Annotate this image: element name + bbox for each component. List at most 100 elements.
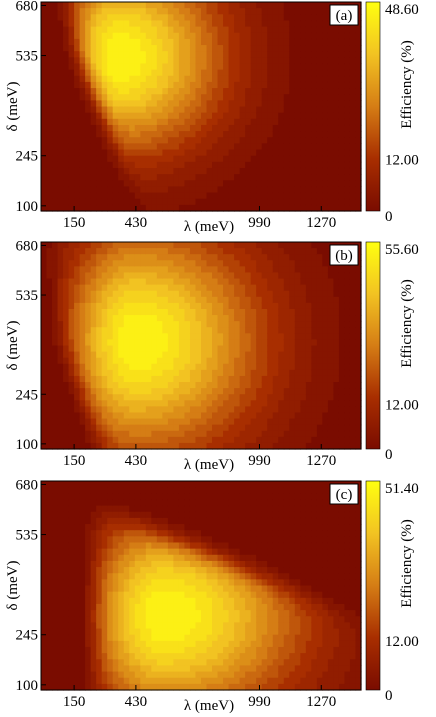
heatmap-cell [278,272,285,280]
heatmap-cell [272,302,279,310]
heatmap-cell [178,481,186,488]
heatmap-cell [145,573,152,580]
heatmap-cell [46,100,53,108]
heatmap-cell [156,345,163,353]
heatmap-cell [112,382,119,389]
heatmap-cell [184,131,191,138]
heatmap-cell [162,424,169,432]
heatmap-cell [96,272,103,280]
heatmap-cell [85,266,92,274]
heatmap-cell [250,155,257,163]
heatmap-cell [68,406,75,414]
heatmap-cell [107,75,114,83]
heatmap-cell [184,634,191,642]
heatmap-cell [79,124,86,132]
heatmap-cell [283,88,290,95]
heatmap-cell [195,63,202,71]
heatmap-cell [46,406,53,414]
heatmap-cell [195,573,202,580]
heatmap-cell [234,242,241,249]
heatmap-cell [90,14,97,22]
heatmap-cell [184,542,191,550]
heatmap-cell [289,424,296,432]
heatmap-cell [256,382,263,389]
heatmap-cell [107,94,114,101]
heatmap-cell [322,143,329,151]
heatmap-cell [145,333,152,341]
heatmap-cell [145,112,152,120]
heatmap-cell [96,51,103,58]
heatmap-cell [184,315,191,322]
heatmap-cell [305,69,312,77]
heatmap-cell [74,26,81,34]
heatmap-cell [195,266,202,274]
heatmap-cell [74,69,81,77]
heatmap-cell [96,186,103,194]
heatmap-cell [311,394,318,401]
heatmap-cell [52,248,59,255]
heatmap-cell [96,573,103,580]
heatmap-cell [79,511,86,519]
heatmap-cell [305,88,312,95]
heatmap-cell [189,180,197,188]
heatmap-cell [41,634,48,642]
heatmap-cell [46,124,53,132]
heatmap-cell [234,174,241,181]
heatmap-cell [173,69,180,77]
heatmap-cell [112,161,119,169]
heatmap-cell [101,260,108,267]
heatmap-cell [63,315,70,322]
heatmap-cell [355,45,362,52]
heatmap-cell [134,536,141,544]
heatmap-cell [123,167,130,175]
heatmap-cell [52,616,59,623]
heatmap-cell [145,81,152,89]
heatmap-cell [206,266,213,274]
heatmap-cell [162,530,169,537]
heatmap-cell [267,296,274,304]
heatmap-cell [223,363,230,371]
heatmap-cell [96,2,103,9]
heatmap-cell [140,357,147,365]
heatmap-cell [223,180,230,188]
heatmap-cell [206,406,213,414]
heatmap-cell [289,137,296,144]
heatmap-cell [68,174,75,181]
heatmap-cell [201,536,208,544]
heatmap-cell [283,296,290,304]
heatmap-cell [173,315,180,322]
heatmap-cell [68,603,75,611]
heatmap-cell [184,548,191,556]
heatmap-cell [322,357,329,365]
heatmap-cell [118,677,125,685]
heatmap-cell [57,32,64,40]
heatmap-cell [228,315,235,322]
heatmap-cell [41,616,48,623]
heatmap-cell [118,63,125,71]
heatmap-cell [129,38,136,46]
heatmap-cell [162,204,169,212]
heatmap-cell [223,26,230,34]
heatmap-cell [118,683,125,691]
heatmap-cell [201,20,208,28]
heatmap-cell [344,161,351,169]
heatmap-cell [173,124,180,132]
heatmap-cell [178,665,186,673]
heatmap-cell [289,14,296,22]
heatmap-cell [101,634,108,642]
heatmap-cell [63,628,70,636]
heatmap-cell [184,616,191,623]
heatmap-cell [41,45,48,52]
heatmap-cell [123,112,130,120]
heatmap-cell [79,659,86,667]
heatmap-cell [278,20,285,28]
heatmap-cell [151,155,158,163]
heatmap-cell [201,51,208,58]
heatmap-cell [184,659,191,667]
heatmap-cell [344,118,351,126]
heatmap-cell [134,198,141,206]
heatmap-cell [327,118,335,126]
heatmap-cell [217,14,224,22]
heatmap-cell [151,167,158,175]
heatmap-cell [217,143,224,151]
